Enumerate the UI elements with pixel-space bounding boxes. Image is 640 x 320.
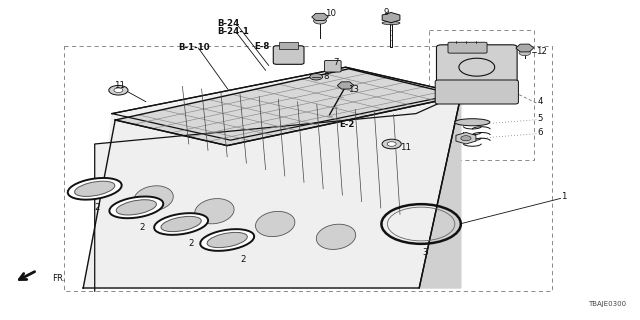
Text: 5: 5 (538, 114, 543, 123)
Text: TBAJE0300: TBAJE0300 (588, 300, 626, 307)
Text: 12: 12 (536, 47, 547, 56)
Circle shape (109, 85, 128, 95)
Ellipse shape (207, 232, 247, 248)
Ellipse shape (195, 199, 234, 224)
Text: E-2: E-2 (339, 120, 355, 129)
Text: 10: 10 (325, 9, 336, 18)
Circle shape (382, 139, 401, 149)
Text: 4: 4 (538, 97, 543, 106)
Bar (64, 46, 552, 291)
Polygon shape (419, 96, 461, 288)
Text: 2: 2 (140, 223, 145, 232)
Bar (429, 30, 534, 160)
Circle shape (519, 50, 531, 56)
Text: FR.: FR. (52, 274, 66, 283)
FancyBboxPatch shape (279, 42, 298, 49)
Ellipse shape (134, 186, 173, 211)
Ellipse shape (116, 200, 156, 215)
Ellipse shape (154, 213, 208, 235)
Circle shape (114, 88, 123, 92)
Text: 3: 3 (422, 248, 428, 257)
Text: 9: 9 (384, 8, 389, 17)
Text: 7: 7 (333, 58, 339, 67)
Circle shape (314, 18, 326, 24)
Text: B-24-1: B-24-1 (218, 28, 250, 36)
FancyBboxPatch shape (436, 45, 517, 87)
Circle shape (461, 136, 471, 141)
Polygon shape (83, 96, 461, 288)
Text: B-24: B-24 (218, 19, 240, 28)
Text: 1: 1 (561, 192, 566, 201)
Ellipse shape (316, 224, 356, 249)
Text: 2: 2 (240, 255, 246, 264)
FancyBboxPatch shape (324, 60, 341, 72)
Text: 13: 13 (348, 85, 358, 94)
FancyBboxPatch shape (448, 42, 487, 53)
Ellipse shape (161, 216, 201, 232)
Text: 11: 11 (400, 143, 411, 152)
Text: 11: 11 (114, 81, 125, 90)
Ellipse shape (109, 196, 163, 218)
Circle shape (310, 74, 323, 80)
Ellipse shape (454, 119, 490, 126)
Ellipse shape (68, 178, 122, 200)
Text: B-1-10: B-1-10 (178, 43, 209, 52)
Text: E-8: E-8 (255, 42, 270, 51)
Polygon shape (95, 67, 461, 291)
FancyBboxPatch shape (435, 80, 518, 104)
Ellipse shape (75, 181, 115, 196)
Ellipse shape (255, 212, 295, 236)
Ellipse shape (382, 21, 400, 25)
Ellipse shape (200, 229, 254, 251)
Polygon shape (112, 67, 461, 140)
FancyBboxPatch shape (273, 46, 304, 64)
Polygon shape (115, 69, 461, 146)
Text: 6: 6 (538, 128, 543, 137)
Text: 8: 8 (324, 72, 330, 81)
Text: 2: 2 (189, 239, 195, 248)
Text: 2: 2 (95, 203, 100, 212)
Circle shape (387, 142, 396, 146)
